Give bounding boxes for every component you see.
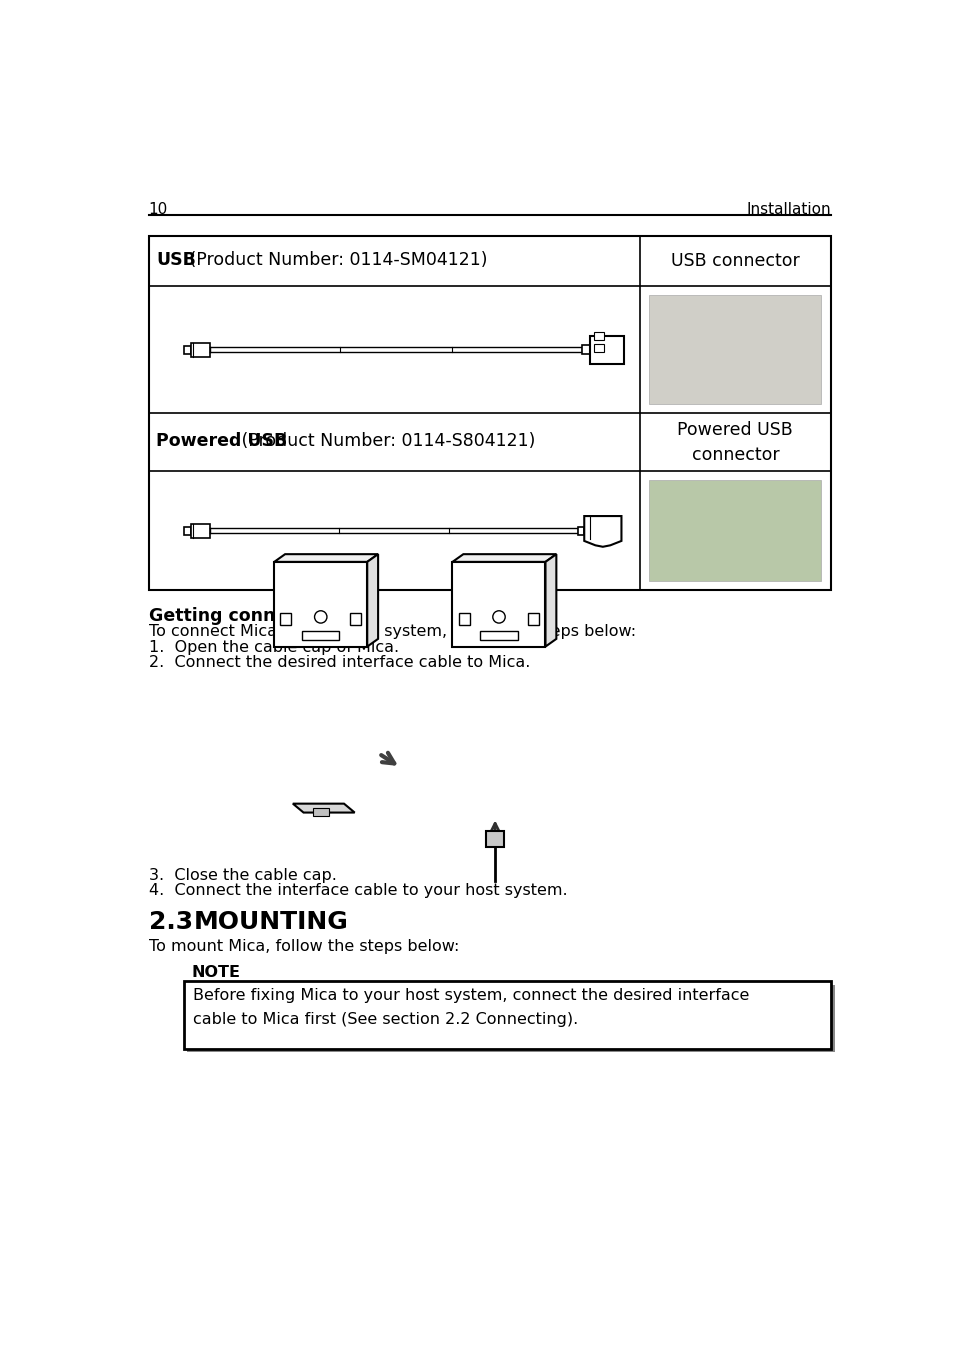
Bar	[589, 335, 623, 364]
Bar	[350, 612, 360, 626]
Text: Getting connected: Getting connected	[149, 607, 330, 626]
Bar	[192, 343, 210, 357]
Bar	[313, 807, 329, 815]
Bar	[593, 333, 604, 339]
Bar	[183, 346, 192, 354]
Bar	[593, 345, 604, 352]
Bar	[480, 631, 517, 641]
Bar	[187, 984, 834, 1052]
Text: Powered USB
connector: Powered USB connector	[677, 420, 792, 464]
Bar	[581, 345, 589, 354]
Text: To connect Mica to your host system, follow the steps below:: To connect Mica to your host system, fol…	[149, 625, 635, 639]
Text: Powered USB: Powered USB	[156, 431, 288, 450]
Text: 4.  Connect the interface cable to your host system.: 4. Connect the interface cable to your h…	[149, 883, 567, 898]
Polygon shape	[452, 554, 556, 562]
Bar	[192, 523, 210, 538]
Text: NOTE: NOTE	[192, 965, 240, 980]
Circle shape	[493, 611, 505, 623]
Polygon shape	[367, 554, 377, 646]
Bar	[649, 296, 821, 404]
Text: 2.3: 2.3	[149, 910, 193, 934]
Polygon shape	[274, 562, 367, 646]
Text: (Product Number: 0114-S804121): (Product Number: 0114-S804121)	[236, 431, 535, 450]
Polygon shape	[583, 516, 620, 546]
Bar	[578, 527, 583, 534]
Text: 3.  Close the cable cap.: 3. Close the cable cap.	[149, 868, 336, 883]
Text: (Product Number: 0114-SM04121): (Product Number: 0114-SM04121)	[184, 250, 487, 269]
Text: MOUNTING: MOUNTING	[193, 910, 348, 934]
Polygon shape	[274, 554, 377, 562]
Text: 2.  Connect the desired interface cable to Mica.: 2. Connect the desired interface cable t…	[149, 654, 530, 671]
Bar	[183, 527, 192, 534]
Bar	[458, 612, 469, 626]
Polygon shape	[545, 554, 556, 646]
Bar	[485, 831, 504, 846]
Polygon shape	[293, 803, 355, 813]
Text: 1.  Open the cable cap of Mica.: 1. Open the cable cap of Mica.	[149, 639, 398, 654]
Text: To mount Mica, follow the steps below:: To mount Mica, follow the steps below:	[149, 940, 458, 955]
Bar	[149, 237, 830, 591]
Bar	[280, 612, 291, 626]
Polygon shape	[452, 562, 545, 646]
Text: Installation: Installation	[745, 203, 830, 218]
Bar	[528, 612, 538, 626]
Bar	[302, 631, 339, 641]
Text: Before fixing Mica to your host system, connect the desired interface
cable to M: Before fixing Mica to your host system, …	[193, 988, 748, 1028]
Text: USB connector: USB connector	[670, 253, 799, 270]
Circle shape	[314, 611, 327, 623]
Bar	[183, 980, 830, 1049]
Text: 10: 10	[149, 203, 168, 218]
Text: USB: USB	[156, 250, 196, 269]
Bar	[649, 480, 821, 581]
